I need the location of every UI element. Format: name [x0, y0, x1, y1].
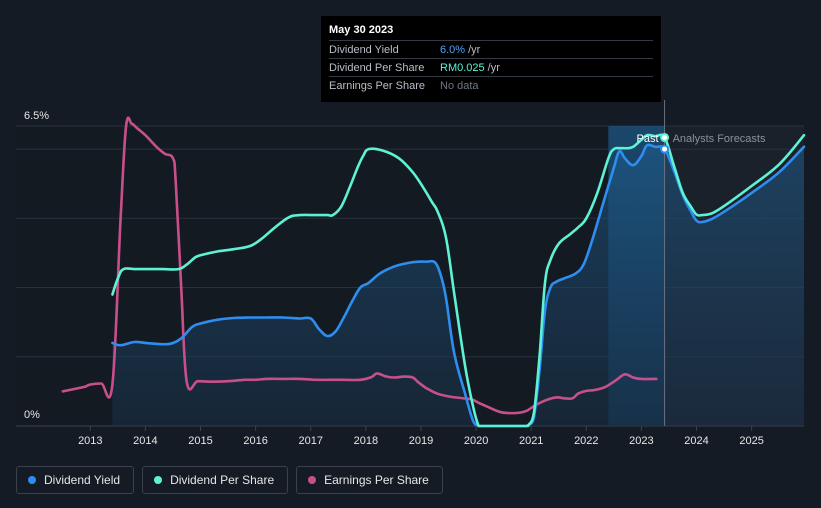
x-axis: 2013 2014 2015 2016 2017 2018 2019 2020 2021 2022…: [78, 426, 764, 447]
tooltip-value: RM0.025: [440, 61, 485, 74]
past-label: Past: [637, 133, 659, 145]
legend-dot-icon: [154, 476, 163, 484]
x-tick-label: 2021: [519, 435, 543, 447]
tooltip-value: No data: [440, 79, 479, 92]
x-tick-label: 2015: [188, 435, 212, 447]
tooltip-label: Earnings Per Share: [329, 79, 425, 92]
legend-label: Earnings Per Share: [324, 473, 429, 487]
tooltip-row-dividend-per-share: Dividend Per Share RM0.025 /yr: [329, 58, 653, 76]
legend-dividend-yield[interactable]: Dividend Yield: [16, 466, 135, 494]
tooltip-row-dividend-yield: Dividend Yield 6.0% /yr: [329, 40, 653, 58]
y-tick-bottom: 0%: [24, 409, 40, 421]
tooltip-label: Dividend Yield: [329, 43, 399, 56]
legend-earnings-per-share[interactable]: Earnings Per Share: [296, 466, 443, 494]
legend-label: Dividend Per Share: [170, 473, 275, 487]
x-tick-label: 2024: [684, 435, 708, 447]
y-tick-top: 6.5%: [24, 110, 49, 122]
tooltip-unit: /yr: [468, 43, 481, 56]
legend-dividend-per-share[interactable]: Dividend Per Share: [142, 466, 289, 494]
x-tick-label: 2019: [409, 435, 433, 447]
x-tick-label: 2013: [78, 435, 102, 447]
tooltip-value: 6.0%: [440, 43, 466, 56]
dividend-per-share-line: [111, 133, 806, 428]
x-tick-label: 2014: [133, 435, 157, 447]
tooltip-unit: /yr: [487, 61, 500, 74]
dividend-yield-marker: [660, 144, 670, 154]
legend-dot-icon: [308, 476, 317, 484]
tooltip-date: May 30 2023: [329, 24, 394, 36]
x-tick-label: 2023: [629, 435, 653, 447]
legend: Dividend Yield Dividend Per Share Earnin…: [16, 466, 443, 494]
hover-markers: [660, 133, 670, 154]
x-tick-label: 2025: [739, 435, 763, 447]
forecast-label: Analysts Forecasts: [673, 133, 766, 145]
earnings-per-share-line: [61, 116, 658, 415]
x-tick-label: 2016: [243, 435, 267, 447]
x-tick-label: 2020: [464, 435, 488, 447]
legend-dot-icon: [28, 476, 36, 484]
tooltip: May 30 2023 Dividend Yield 6.0% /yr Divi…: [321, 16, 661, 102]
dividend-yield-line: [111, 143, 806, 428]
tooltip-row-earnings-per-share: Earnings Per Share No data: [329, 76, 653, 94]
dividend-yield-area: [112, 144, 804, 426]
tooltip-label: Dividend Per Share: [329, 61, 425, 74]
x-tick-label: 2017: [299, 435, 323, 447]
series-layer: [61, 116, 806, 428]
x-tick-label: 2022: [574, 435, 598, 447]
dividend-per-share-marker: [660, 133, 670, 143]
x-tick-label: 2018: [354, 435, 378, 447]
legend-label: Dividend Yield: [44, 473, 121, 487]
